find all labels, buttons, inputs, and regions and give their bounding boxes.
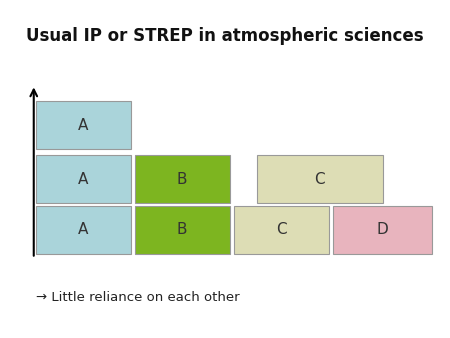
Bar [234, 206, 328, 254]
Text: A: A [78, 222, 89, 237]
Bar [36, 155, 130, 203]
Text: C: C [314, 172, 325, 187]
Text: B: B [177, 222, 188, 237]
Text: C: C [276, 222, 287, 237]
Bar [36, 101, 130, 149]
Text: B: B [177, 172, 188, 187]
Bar [135, 206, 230, 254]
Text: D: D [377, 222, 388, 237]
Text: → Little reliance on each other: → Little reliance on each other [36, 291, 239, 304]
Bar [256, 155, 382, 203]
Text: Usual IP or STREP in atmospheric sciences: Usual IP or STREP in atmospheric science… [26, 27, 424, 45]
Bar [36, 206, 130, 254]
Text: A: A [78, 118, 89, 132]
Bar [135, 155, 230, 203]
Text: A: A [78, 172, 89, 187]
Bar [333, 206, 432, 254]
